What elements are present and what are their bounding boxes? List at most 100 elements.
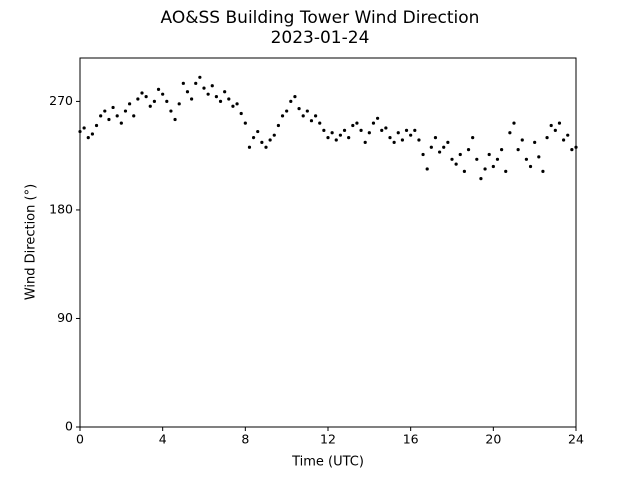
point <box>190 97 194 101</box>
point <box>495 157 500 161</box>
point <box>276 123 280 128</box>
point <box>161 92 165 96</box>
point <box>438 150 442 154</box>
point <box>144 94 148 99</box>
point <box>330 131 334 135</box>
point <box>491 164 495 169</box>
point <box>107 117 111 122</box>
point <box>512 121 516 125</box>
point <box>185 90 190 94</box>
point <box>318 121 322 125</box>
point <box>553 128 557 132</box>
point <box>500 148 504 152</box>
point <box>181 81 185 85</box>
point <box>173 117 177 122</box>
point <box>347 135 351 140</box>
x-tick-label: 0 <box>76 432 84 447</box>
point <box>400 138 404 142</box>
point <box>351 123 355 128</box>
point <box>260 140 264 145</box>
point <box>537 155 541 159</box>
point <box>123 109 128 113</box>
x-tick-label: 12 <box>320 432 336 447</box>
point <box>334 138 338 142</box>
point <box>86 135 90 140</box>
point <box>227 97 231 101</box>
point <box>177 102 181 106</box>
point <box>82 126 86 130</box>
point <box>562 138 566 142</box>
point <box>409 133 413 137</box>
point <box>132 114 136 118</box>
point <box>90 132 94 136</box>
point <box>169 109 173 113</box>
point <box>140 91 144 95</box>
point <box>202 86 206 90</box>
point <box>508 131 512 135</box>
point <box>119 121 123 125</box>
point <box>210 84 214 88</box>
chart-subtitle: 2023-01-24 <box>271 28 370 48</box>
point <box>148 104 152 108</box>
y-tick-label: 180 <box>49 201 73 216</box>
point <box>479 176 483 181</box>
point <box>289 99 293 104</box>
point <box>111 105 115 110</box>
point <box>363 140 367 145</box>
point <box>231 104 235 108</box>
point <box>342 128 347 132</box>
point <box>425 167 429 171</box>
point <box>326 135 330 140</box>
point <box>235 102 239 106</box>
point <box>442 145 446 149</box>
point <box>239 111 243 116</box>
point <box>214 94 218 99</box>
point <box>103 109 107 113</box>
point <box>128 102 132 106</box>
point <box>566 133 570 137</box>
point <box>272 133 276 137</box>
point <box>198 75 202 79</box>
y-tick-label: 270 <box>49 93 73 108</box>
point <box>528 164 533 169</box>
point <box>322 128 326 132</box>
point <box>454 162 458 166</box>
point <box>152 99 156 104</box>
y-tick-label: 90 <box>57 310 73 325</box>
point <box>359 128 363 132</box>
x-tick-label: 4 <box>159 432 167 447</box>
point <box>429 145 433 149</box>
x-tick-label: 20 <box>485 432 501 447</box>
point <box>99 114 103 118</box>
point <box>533 140 537 145</box>
point <box>541 169 545 173</box>
point <box>396 131 400 135</box>
point <box>450 157 454 161</box>
point <box>380 128 384 132</box>
x-axis-label: Time (UTC) <box>291 455 364 470</box>
point <box>367 131 371 135</box>
point <box>305 109 309 113</box>
point <box>268 138 272 142</box>
point <box>392 140 396 145</box>
point <box>466 148 471 152</box>
point <box>156 87 161 91</box>
point <box>524 157 529 161</box>
point <box>458 152 462 157</box>
point <box>413 128 417 132</box>
point <box>247 145 252 149</box>
point <box>115 114 119 118</box>
point <box>417 138 421 142</box>
point <box>223 90 227 94</box>
point <box>557 121 562 125</box>
point <box>297 107 301 111</box>
x-tick-label: 8 <box>241 432 249 447</box>
point <box>433 135 438 140</box>
point <box>446 140 450 145</box>
point <box>301 114 305 118</box>
point <box>293 94 297 99</box>
point <box>570 148 574 152</box>
point <box>549 123 553 128</box>
point <box>243 121 247 125</box>
